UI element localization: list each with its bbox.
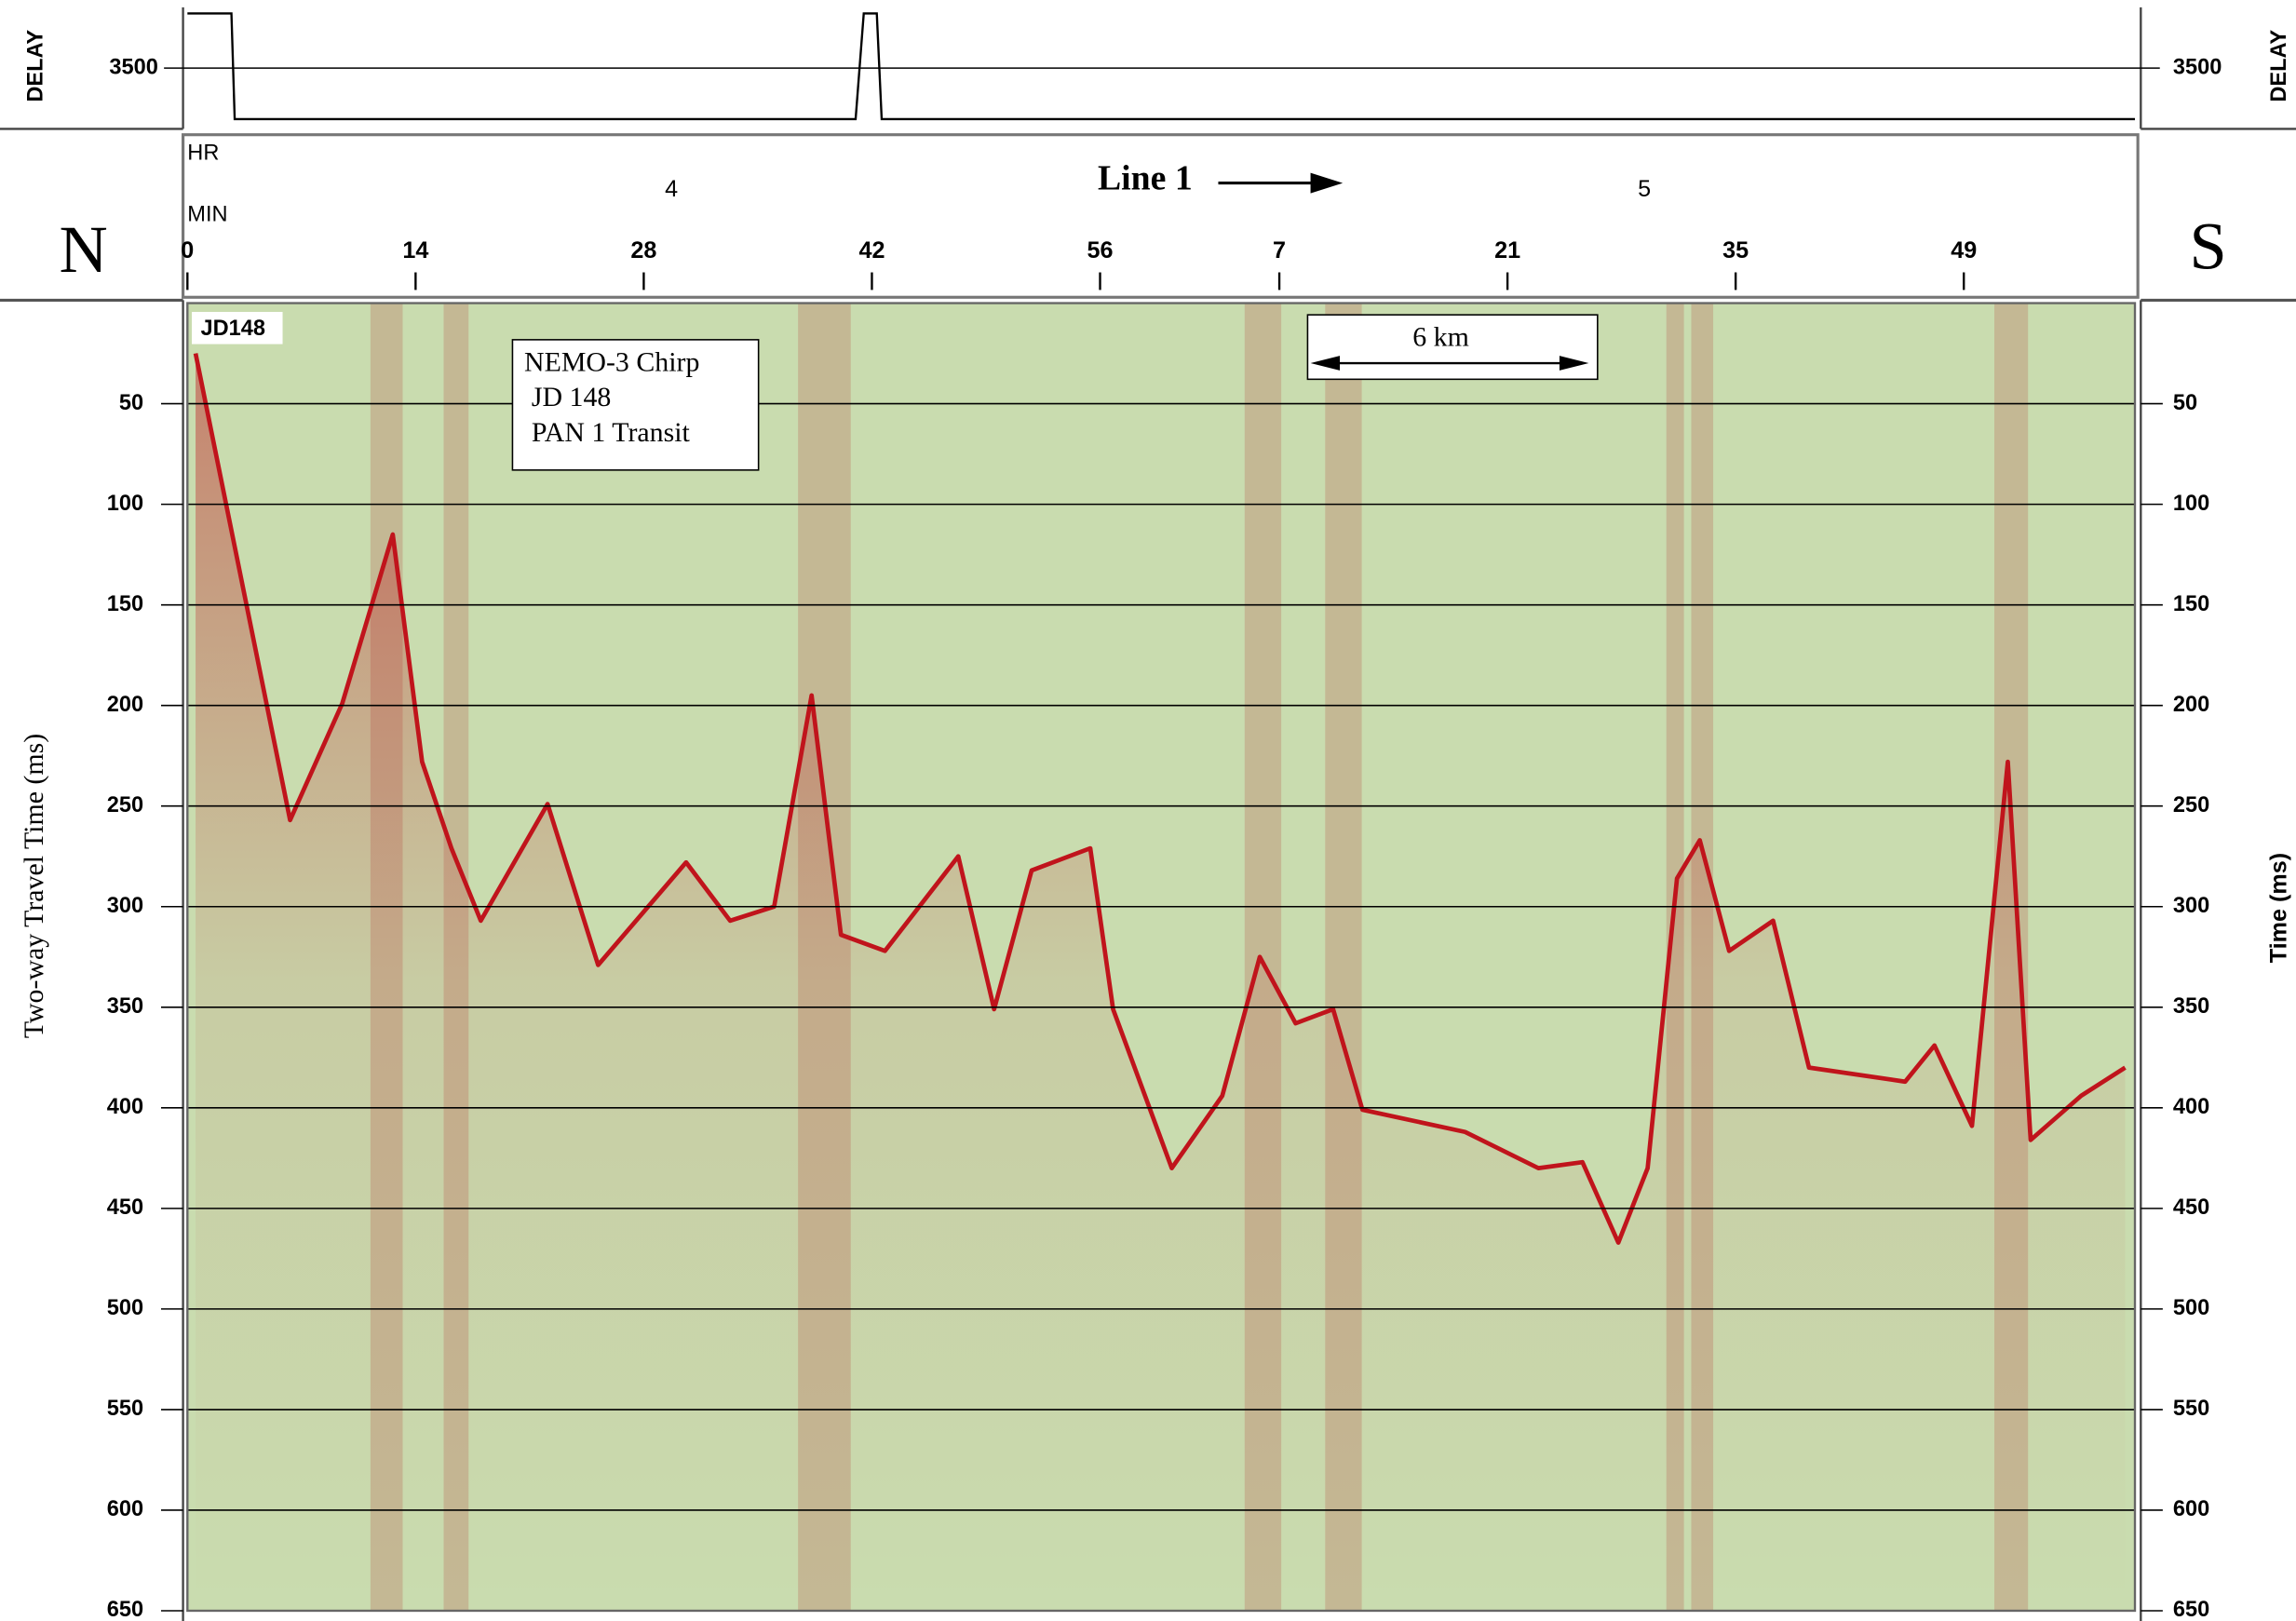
line-title: Line 1 bbox=[1098, 159, 1193, 198]
y2-tick-label: 600 bbox=[2173, 1496, 2209, 1520]
y-tick-label: 350 bbox=[107, 993, 143, 1018]
delay-tick-label: 3500 bbox=[109, 54, 157, 78]
x-tick-label: 28 bbox=[630, 237, 656, 263]
delay-label-right: DELAY bbox=[2266, 30, 2290, 102]
x-tick-label: 56 bbox=[1087, 237, 1114, 263]
plot-frame bbox=[186, 302, 2137, 1613]
y-tick-label: 100 bbox=[107, 491, 143, 515]
x-tick-label: 0 bbox=[181, 237, 194, 263]
y2-tick-label: 200 bbox=[2173, 692, 2209, 716]
y-tick-label: 550 bbox=[107, 1396, 143, 1420]
y-tick-label: 250 bbox=[107, 792, 143, 817]
scale-label: 6 km bbox=[1412, 322, 1469, 353]
y-tick-label: 450 bbox=[107, 1195, 143, 1219]
track-label: JD148 bbox=[200, 316, 264, 340]
y2-tick-label: 400 bbox=[2173, 1094, 2209, 1118]
y-tick-label: 50 bbox=[119, 390, 143, 414]
hour-tick-label: 5 bbox=[1638, 176, 1651, 202]
y2-tick-label: 150 bbox=[2173, 591, 2209, 615]
y2-tick-label: 500 bbox=[2173, 1295, 2209, 1319]
hour-label: HR bbox=[187, 140, 219, 164]
x-tick-label: 14 bbox=[402, 237, 428, 263]
y2-tick-label: 350 bbox=[2173, 993, 2209, 1018]
y2-tick-label: 650 bbox=[2173, 1597, 2209, 1621]
annotation-line: NEMO-3 Chirp bbox=[524, 346, 699, 377]
x-tick-label: 49 bbox=[1951, 237, 1977, 263]
y-tick-label: 600 bbox=[107, 1496, 143, 1520]
x-tick-label: 21 bbox=[1494, 237, 1520, 263]
header-frame bbox=[182, 133, 2140, 299]
x-tick-label: 7 bbox=[1273, 237, 1286, 263]
y2-tick-label: 250 bbox=[2173, 792, 2209, 817]
hour-tick-label: 4 bbox=[665, 176, 678, 202]
y-tick-label: 300 bbox=[107, 893, 143, 917]
y-tick-label: 650 bbox=[107, 1597, 143, 1621]
south-label: S bbox=[2190, 209, 2227, 284]
y2-tick-label: 100 bbox=[2173, 491, 2209, 515]
delay-line bbox=[187, 12, 2136, 121]
annotation-line: PAN 1 Transit bbox=[532, 417, 691, 448]
annotation-line: JD 148 bbox=[532, 382, 611, 412]
y2-tick-label: 300 bbox=[2173, 893, 2209, 917]
y-tick-label: 150 bbox=[107, 591, 143, 615]
y2-tick-label: 450 bbox=[2173, 1195, 2209, 1219]
delay-label: DELAY bbox=[23, 30, 47, 102]
direction-arrow bbox=[1218, 172, 1344, 194]
annotation-box bbox=[511, 339, 760, 471]
delay-tick-label: 3500 bbox=[2173, 54, 2222, 78]
x-tick-label: 35 bbox=[1722, 237, 1749, 263]
scale-arrow bbox=[1310, 356, 1589, 371]
x-tick-label: 42 bbox=[858, 237, 885, 263]
y2-axis-title: Time (ms) bbox=[2265, 853, 2291, 963]
north-label: N bbox=[60, 212, 108, 287]
y2-tick-label: 50 bbox=[2173, 390, 2197, 414]
track-label-bg bbox=[192, 311, 283, 344]
y-tick-label: 500 bbox=[107, 1295, 143, 1319]
minute-label: MIN bbox=[187, 201, 227, 225]
y-tick-label: 400 bbox=[107, 1094, 143, 1118]
reflector-area bbox=[196, 353, 2126, 1611]
y2-tick-label: 550 bbox=[2173, 1396, 2209, 1420]
y-axis-title: Two-way Travel Time (ms) bbox=[19, 734, 49, 1038]
y-tick-label: 200 bbox=[107, 692, 143, 716]
reflector-line bbox=[193, 353, 2127, 1245]
scale-box bbox=[1306, 314, 1599, 381]
